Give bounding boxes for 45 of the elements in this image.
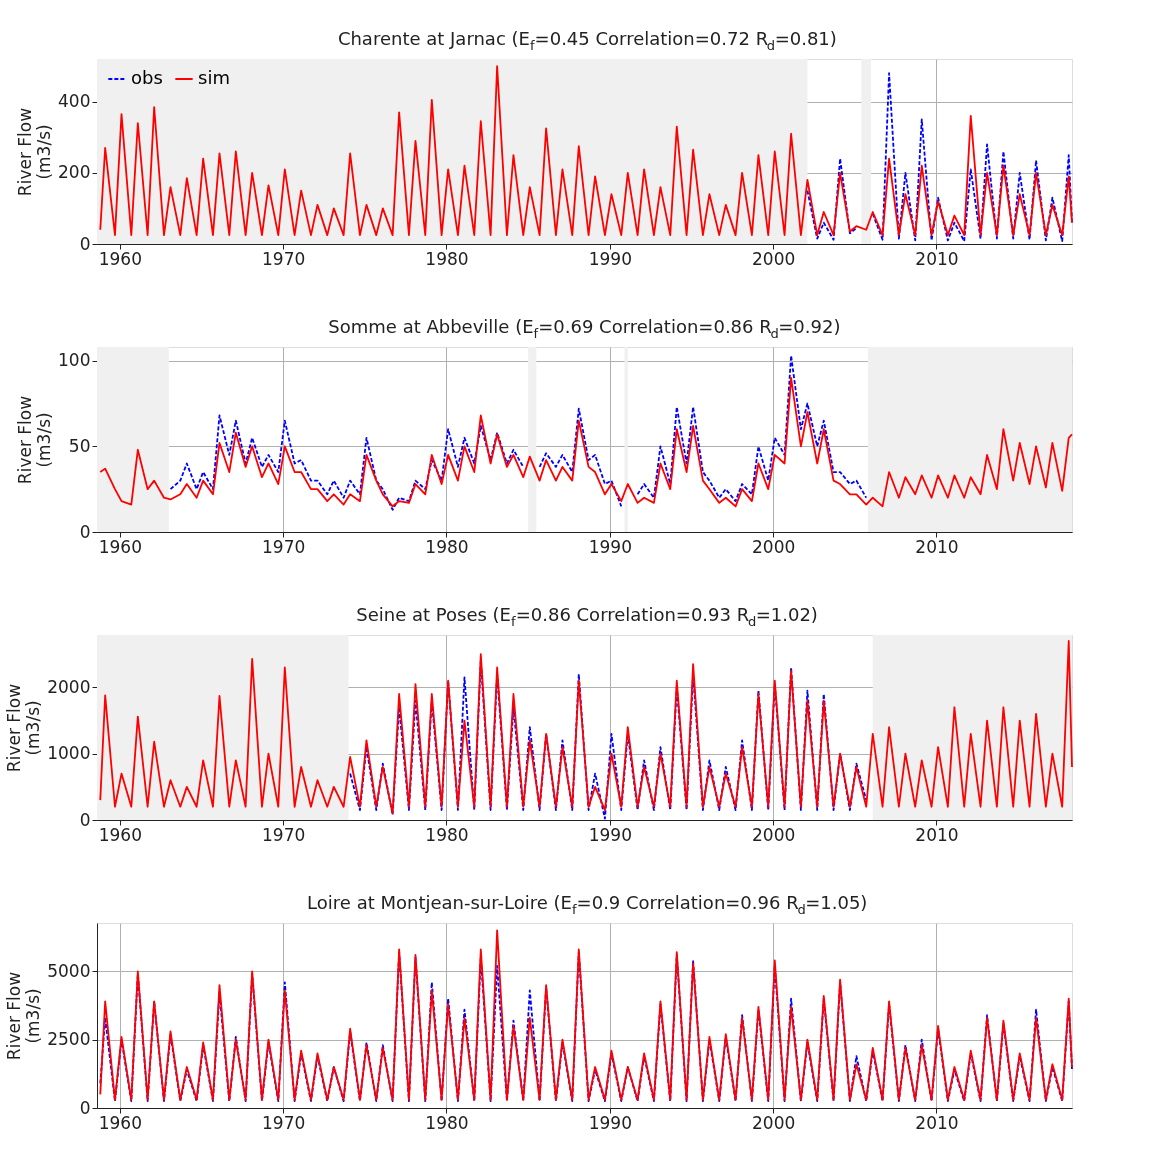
x-tick-label: 2000 xyxy=(752,1112,796,1133)
x-tick-label: 1990 xyxy=(588,536,632,557)
x-tick-label: 1980 xyxy=(425,248,469,269)
y-tick-label: 2500 xyxy=(47,1029,91,1050)
y-tick-label: 0 xyxy=(79,1097,91,1118)
y-axis-title: River Flow (m3/s) xyxy=(4,971,44,1061)
y-tick-label: 5000 xyxy=(47,960,91,981)
line-series xyxy=(99,640,1073,815)
x-tick-label: 1960 xyxy=(98,536,142,557)
y-tick-label: 1000 xyxy=(47,743,91,764)
y-tick-label: 100 xyxy=(58,350,91,371)
y-tick-label: 400 xyxy=(58,91,91,112)
y-tick-label: 200 xyxy=(58,162,91,183)
x-tick-label: 1990 xyxy=(588,824,632,845)
y-axis-title: River Flow (m3/s) xyxy=(15,395,55,485)
y-tick-label: 50 xyxy=(68,435,91,456)
y-tick-label: 0 xyxy=(79,233,91,254)
y-tick-label: 0 xyxy=(79,521,91,542)
x-tick-label: 2010 xyxy=(915,248,959,269)
line-series xyxy=(99,376,1073,508)
x-tick-label: 2010 xyxy=(915,536,959,557)
x-tick-label: 1990 xyxy=(588,248,632,269)
x-tick-label: 1970 xyxy=(262,824,306,845)
x-tick-label: 1970 xyxy=(262,536,306,557)
x-tick-label: 2000 xyxy=(752,536,796,557)
line-series xyxy=(99,65,1073,237)
legend-label: sim xyxy=(198,67,230,88)
x-tick-label: 1960 xyxy=(98,824,142,845)
x-tick-label: 1980 xyxy=(425,536,469,557)
y-tick-label: 2000 xyxy=(47,676,91,697)
x-tick-label: 2010 xyxy=(915,824,959,845)
x-tick-label: 1980 xyxy=(425,824,469,845)
x-tick-label: 2000 xyxy=(752,824,796,845)
y-axis-title: River Flow (m3/s) xyxy=(15,107,55,197)
x-tick-label: 1960 xyxy=(98,1112,142,1133)
x-tick-label: 2010 xyxy=(915,1112,959,1133)
x-tick-label: 1970 xyxy=(262,1112,306,1133)
y-axis-title: River Flow (m3/s) xyxy=(4,683,44,773)
x-tick-label: 1990 xyxy=(588,1112,632,1133)
y-tick-label: 0 xyxy=(79,809,91,830)
x-tick-label: 1960 xyxy=(98,248,142,269)
legend-label: obs xyxy=(131,67,163,88)
x-tick-label: 1970 xyxy=(262,248,306,269)
x-tick-label: 2000 xyxy=(752,248,796,269)
x-tick-label: 1980 xyxy=(425,1112,469,1133)
